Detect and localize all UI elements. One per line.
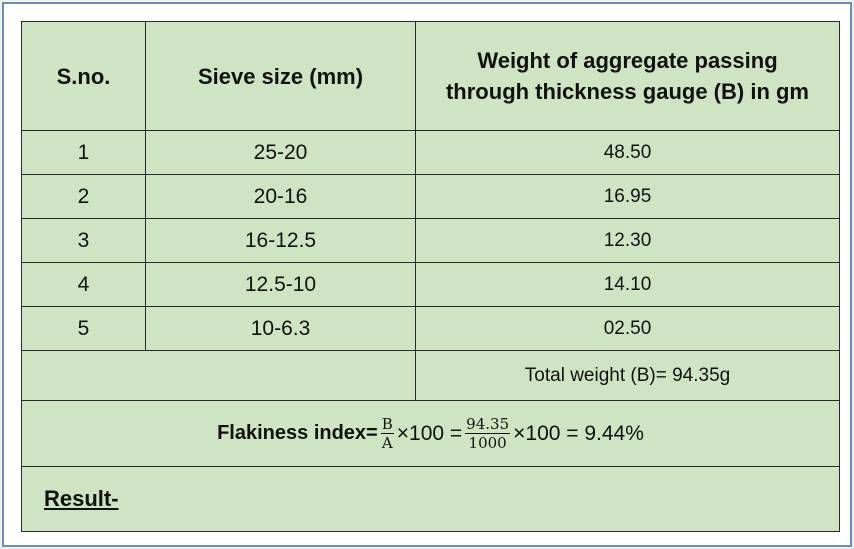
formula-row: Flakiness index= B A ×100 = 94.35 1000 ×…	[21, 400, 840, 467]
fraction-numerator: B	[380, 415, 394, 434]
fraction-numerator: 94.35	[465, 415, 511, 434]
table-row: 2 20-16 16.95	[21, 174, 840, 219]
fraction-denominator: 1000	[468, 434, 507, 452]
cell-weight: 48.50	[415, 130, 840, 175]
total-empty-cell	[21, 350, 416, 401]
header-sieve-size: Sieve size (mm)	[145, 21, 416, 131]
cell-sieve: 25-20	[145, 130, 416, 175]
header-weight-line1: Weight of aggregate passing	[477, 48, 778, 73]
total-row: Total weight (B)= 94.35g	[21, 350, 840, 401]
formula-times-100: ×100 =	[396, 421, 463, 445]
cell-weight: 14.10	[415, 262, 840, 307]
cell-sieve: 10-6.3	[145, 306, 416, 351]
flakiness-formula: Flakiness index= B A ×100 = 94.35 1000 ×…	[217, 415, 644, 452]
fraction-denominator: A	[381, 434, 393, 452]
cell-sieve: 20-16	[145, 174, 416, 219]
cell-weight: 02.50	[415, 306, 840, 351]
header-sno: S.no.	[21, 21, 146, 131]
header-row: S.no. Sieve size (mm) Weight of aggregat…	[21, 21, 840, 131]
cell-sieve: 16-12.5	[145, 218, 416, 263]
result-cell: Result-	[21, 466, 840, 532]
table-row: 3 16-12.5 12.30	[21, 218, 840, 263]
cell-sno: 2	[21, 174, 146, 219]
cell-sieve: 12.5-10	[145, 262, 416, 307]
header-weight-line2: through thickness gauge (B) in gm	[445, 79, 809, 104]
cell-weight: 16.95	[415, 174, 840, 219]
cell-sno: 5	[21, 306, 146, 351]
total-weight-cell: Total weight (B)= 94.35g	[415, 350, 840, 401]
result-label: Result-	[44, 486, 119, 511]
fraction-b-over-a: B A	[380, 415, 394, 452]
formula-cell: Flakiness index= B A ×100 = 94.35 1000 ×…	[21, 400, 840, 467]
cell-sno: 3	[21, 218, 146, 263]
cell-sno: 4	[21, 262, 146, 307]
header-weight: Weight of aggregate passing through thic…	[415, 21, 840, 131]
table-row: 1 25-20 48.50	[21, 130, 840, 175]
formula-label: Flakiness index=	[217, 422, 378, 444]
table-row: 4 12.5-10 14.10	[21, 262, 840, 307]
fraction-values: 94.35 1000	[465, 415, 511, 452]
sieve-table: S.no. Sieve size (mm) Weight of aggregat…	[21, 21, 840, 532]
table-row: 5 10-6.3 02.50	[21, 306, 840, 351]
result-row: Result-	[21, 466, 840, 532]
cell-weight: 12.30	[415, 218, 840, 263]
cell-sno: 1	[21, 130, 146, 175]
formula-result: ×100 = 9.44%	[513, 421, 644, 445]
